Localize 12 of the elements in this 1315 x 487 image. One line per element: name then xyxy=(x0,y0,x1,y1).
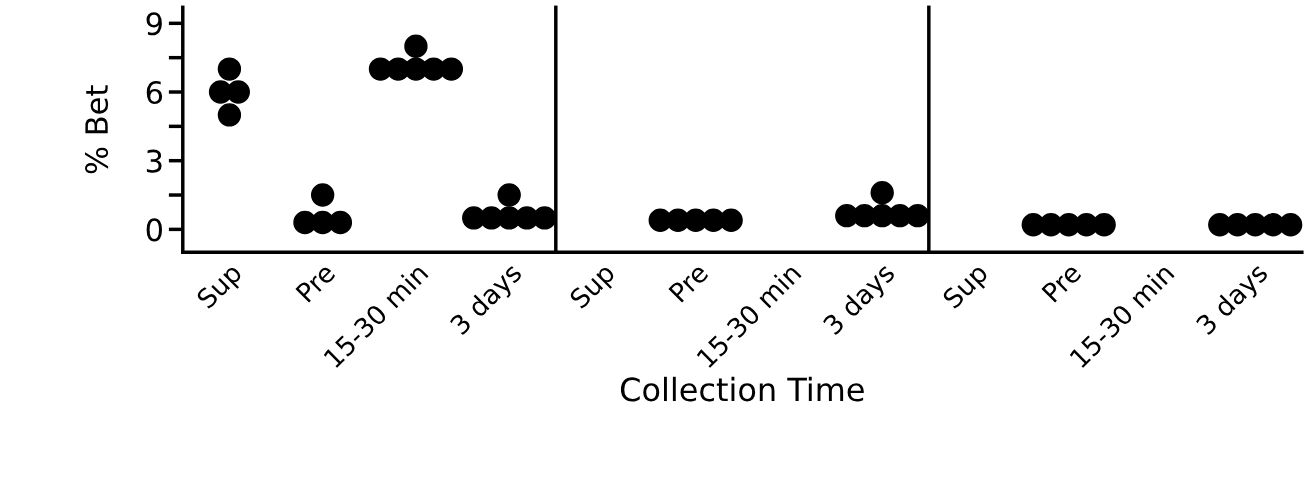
x-tick-label: Pre xyxy=(295,262,337,303)
y-tick-label: 6 xyxy=(146,80,163,105)
y-tick-label: 9 xyxy=(146,12,162,36)
x-tick-label: Pre xyxy=(1041,262,1083,303)
x-axis-title: Collection Time xyxy=(620,376,864,402)
x-tick-label: Sup xyxy=(568,261,620,313)
x-tick-label: Pre xyxy=(668,262,710,303)
x-tick-label: Sup xyxy=(941,261,993,313)
y-tick-label: 0 xyxy=(146,218,163,242)
x-tick-label: Sup xyxy=(195,261,247,313)
y-tick-label: 3 xyxy=(146,149,162,173)
y-axis-title: % Bet xyxy=(85,85,109,174)
